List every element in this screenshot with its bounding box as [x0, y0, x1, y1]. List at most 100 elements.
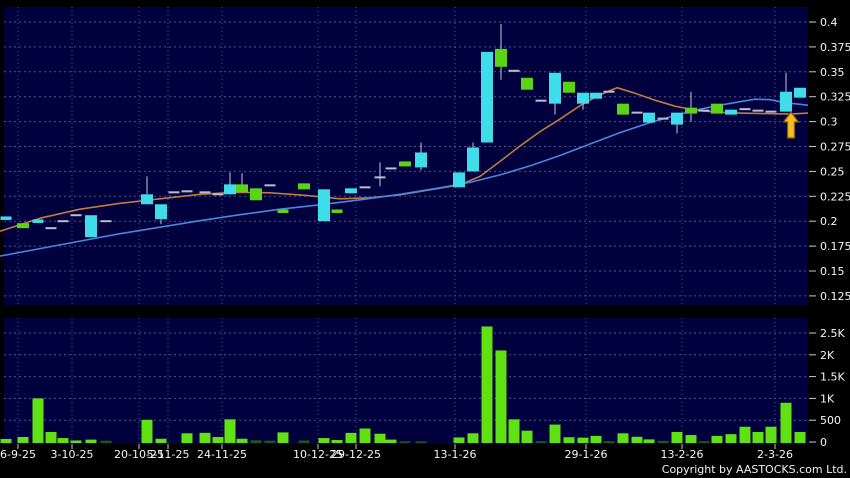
axis-label: 500: [820, 414, 841, 427]
candle: [318, 189, 330, 222]
doji-dash: [212, 193, 224, 196]
axis-label: 0.15: [820, 265, 845, 278]
volume-bar: [264, 440, 276, 443]
volume-bar: [765, 426, 777, 443]
volume-bar: [508, 419, 520, 443]
axis-label: 2K: [820, 349, 835, 362]
volume-bar: [277, 432, 289, 443]
volume-bar: [155, 438, 167, 443]
doji-dash: [181, 190, 193, 193]
volume-bar: [467, 433, 479, 443]
volume-bar: [70, 440, 82, 443]
axis-label: 2.5K: [820, 327, 845, 340]
doji-cross: [374, 176, 386, 179]
axis-label: 1K: [820, 392, 835, 405]
volume-bar: [563, 437, 575, 443]
candle: [617, 103, 629, 115]
volume-bar: [671, 431, 683, 443]
candles-layer: [0, 23, 806, 238]
axis-label: 0.125: [820, 290, 850, 303]
candle: [250, 188, 262, 201]
volume-bar: [298, 440, 310, 443]
doji-dash: [0, 216, 12, 220]
volume-bar: [453, 437, 465, 443]
volume-bar: [631, 436, 643, 443]
doji-dash: [603, 90, 615, 93]
price-panel[interactable]: [4, 7, 808, 305]
candle: [298, 183, 310, 190]
candle: [521, 77, 533, 90]
volume-panel[interactable]: [4, 318, 808, 444]
candle: [643, 112, 655, 123]
candle: [236, 184, 248, 193]
ma-blue-line: [0, 98, 809, 257]
volume-bar: [100, 440, 112, 443]
volume-bar: [250, 440, 262, 443]
doji-dash: [168, 191, 180, 194]
volume-bar: [521, 430, 533, 443]
candle: [780, 91, 792, 112]
volume-bar: [318, 438, 330, 443]
date-label: 13-2-26: [661, 448, 704, 461]
volume-bar: [780, 402, 792, 443]
volume-bar: [752, 431, 764, 443]
volume-bar: [331, 440, 343, 443]
doji-dash: [752, 109, 764, 112]
volume-bar: [359, 428, 371, 443]
volume-bar: [685, 435, 697, 443]
doji-dash: [535, 99, 547, 102]
date-label: 29-12-25: [331, 448, 381, 461]
volume-bar: [590, 435, 602, 443]
volume-bar: [236, 438, 248, 443]
candle: [685, 107, 697, 114]
gridlines: [4, 7, 808, 444]
candle: [711, 103, 723, 114]
volume-bar: [698, 441, 710, 443]
doji-dash: [32, 219, 44, 223]
volume-bar: [85, 439, 97, 443]
doji-dash: [70, 214, 82, 217]
volume-bar: [794, 431, 806, 443]
doji-dash: [264, 184, 276, 187]
volume-bar: [345, 432, 357, 443]
doji-dash: [765, 110, 777, 113]
volume-bars: [0, 326, 806, 443]
doji-dash: [331, 209, 343, 213]
date-label: 29-1-26: [565, 448, 608, 461]
volume-bar: [739, 426, 751, 443]
candle: [399, 161, 411, 167]
volume-bar: [549, 424, 561, 443]
volume-bar: [577, 437, 589, 443]
volume-bar: [603, 441, 615, 443]
volume-bar: [385, 439, 397, 443]
axis-label: 0.3: [820, 116, 838, 129]
buy-signal-arrow-icon: [782, 111, 800, 139]
volume-bar: [711, 435, 723, 443]
doji-dash: [657, 117, 669, 120]
axis-label: 0.4: [820, 16, 838, 29]
candle: [345, 188, 357, 194]
doji-dash: [100, 220, 112, 223]
date-label: 13-1-26: [434, 448, 477, 461]
candle: [563, 81, 575, 93]
candle: [415, 152, 427, 168]
volume-bar: [399, 441, 411, 443]
candle: [549, 72, 561, 104]
volume-bar: [57, 438, 69, 443]
axis-label: 0.175: [820, 240, 850, 253]
candle: [590, 92, 602, 99]
volume-bar: [657, 440, 669, 443]
volume-bar: [32, 398, 44, 443]
date-label: 2-3-26: [757, 448, 793, 461]
axis-label: 0.225: [820, 190, 850, 203]
axis-label: 0.275: [820, 141, 850, 154]
candle: [453, 172, 465, 188]
candle: [671, 112, 683, 125]
volume-bar: [617, 433, 629, 443]
doji-dash: [277, 209, 289, 213]
candle: [794, 87, 806, 98]
right-axis: 0.4 0.375 0.35 0.325 0.3 0.275 0.25 0.225 0.2 0.1…: [809, 16, 850, 449]
volume-bar: [643, 439, 655, 443]
volume-bar: [224, 419, 236, 443]
